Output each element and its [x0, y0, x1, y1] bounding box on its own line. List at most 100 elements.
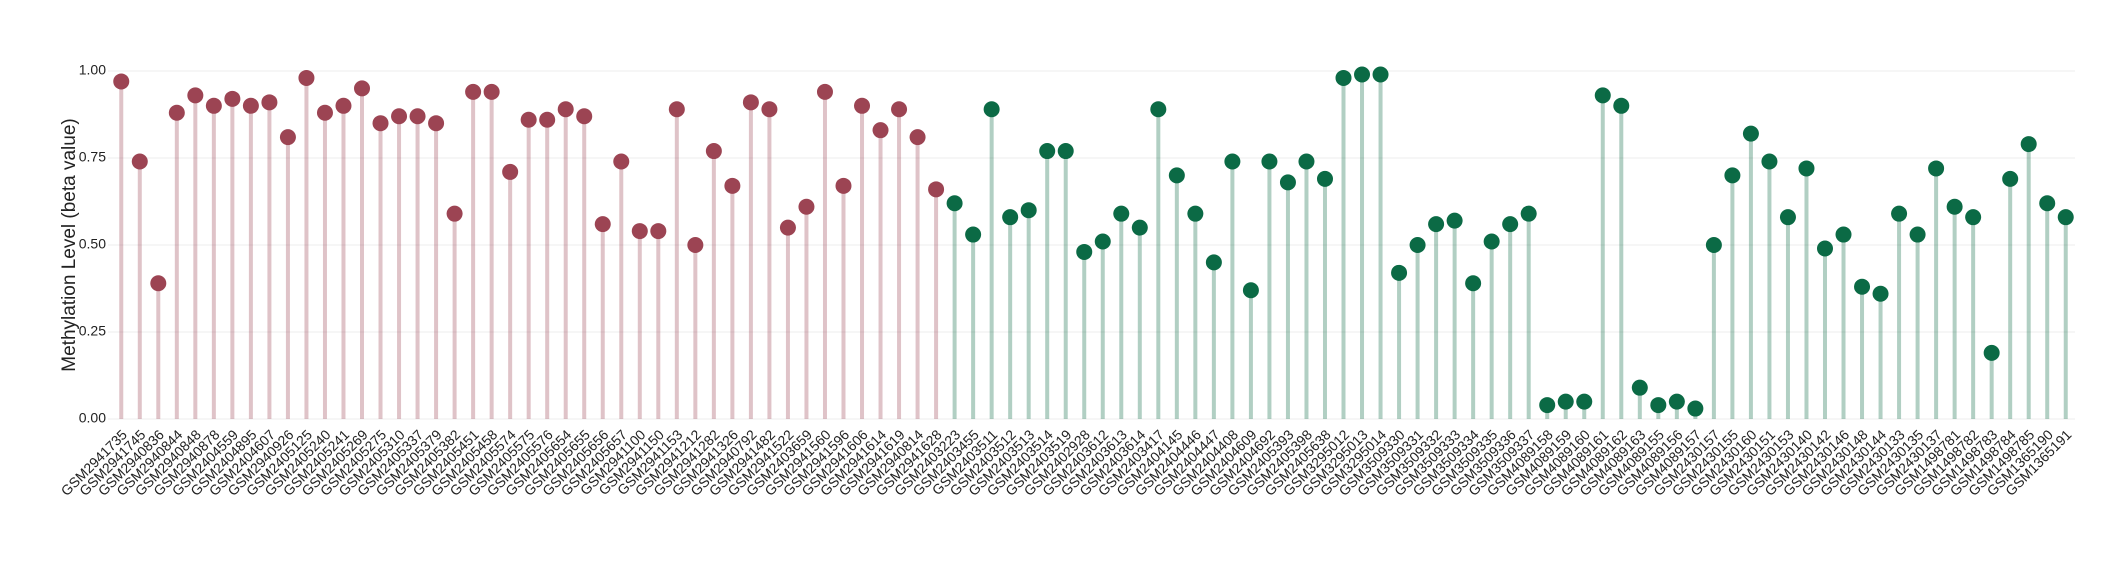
dot: [835, 177, 852, 194]
dot: [650, 223, 667, 240]
dot: [150, 275, 167, 292]
dot: [168, 104, 185, 121]
dot: [1779, 209, 1796, 226]
dot: [1668, 393, 1685, 410]
dot: [1094, 233, 1111, 250]
dot: [539, 111, 556, 128]
dot: [1205, 254, 1222, 271]
dot: [1224, 153, 1241, 170]
dot: [594, 216, 611, 233]
dot: [1409, 237, 1426, 253]
dot: [1428, 216, 1445, 233]
dot: [2020, 136, 2037, 153]
dot: [1187, 205, 1204, 222]
dot: [335, 97, 352, 114]
dot: [1298, 153, 1315, 170]
dot: [1798, 160, 1815, 177]
dot: [1242, 282, 1259, 299]
dot: [1113, 205, 1130, 222]
dot: [1928, 160, 1945, 177]
dot: [1483, 233, 1500, 250]
dot: [1983, 344, 2000, 361]
dot: [113, 73, 130, 90]
dot: [1316, 170, 1333, 187]
dot: [1039, 143, 1056, 160]
dot: [724, 177, 741, 194]
dot: [520, 111, 537, 128]
dot: [483, 83, 500, 100]
dot: [705, 143, 722, 160]
dot: [1742, 125, 1759, 142]
dot: [1391, 264, 1408, 281]
y-tick-label: 1.00: [79, 62, 106, 78]
dot: [798, 198, 815, 215]
dot: [854, 97, 871, 114]
dot: [242, 97, 259, 114]
dot: [1335, 69, 1352, 86]
dot: [261, 94, 278, 111]
dot: [372, 115, 389, 132]
dot: [928, 181, 945, 198]
dot: [965, 226, 982, 243]
dot: [1650, 397, 1667, 414]
dot: [983, 101, 1000, 118]
dot: [1946, 198, 1963, 215]
dot: [1465, 275, 1482, 292]
dot: [1520, 205, 1537, 222]
dot: [391, 108, 408, 125]
dot: [409, 108, 426, 125]
dot: [1354, 66, 1371, 83]
dot: [872, 122, 889, 139]
dot: [2039, 195, 2056, 212]
dot: [1631, 379, 1648, 396]
dot: [576, 108, 593, 125]
y-axis-label: Methylation Level (beta value): [59, 118, 80, 371]
dot: [224, 90, 241, 107]
dot: [779, 219, 796, 236]
y-tick-label: 0.75: [79, 149, 106, 165]
dot: [1872, 285, 1889, 302]
dot: [354, 80, 371, 97]
y-tick-label: 0.00: [79, 410, 106, 426]
dot: [891, 101, 908, 118]
dot: [1705, 237, 1722, 253]
dot: [557, 101, 574, 118]
dot: [465, 83, 482, 100]
dot: [1002, 209, 1019, 226]
dot: [1168, 167, 1185, 184]
dot: [1613, 97, 1630, 114]
dot: [1261, 153, 1278, 170]
dot: [279, 129, 296, 146]
dot: [446, 205, 463, 222]
dot: [1020, 202, 1037, 219]
dot: [1724, 167, 1741, 184]
dot: [1909, 226, 1926, 243]
dot: [1057, 143, 1074, 160]
dot: [761, 101, 778, 118]
dot: [1687, 400, 1704, 417]
dot: [687, 237, 704, 253]
dot: [1594, 87, 1611, 104]
dot: [2002, 170, 2019, 187]
dot: [1076, 243, 1093, 260]
dot: [1539, 397, 1556, 414]
y-tick-label: 0.25: [79, 323, 106, 339]
dot: [909, 129, 926, 146]
dot: [1150, 101, 1167, 118]
dot: [1835, 226, 1852, 243]
dot: [1131, 219, 1148, 236]
dot: [298, 69, 315, 86]
dot: [205, 97, 222, 114]
dot: [668, 101, 685, 118]
dot: [1761, 153, 1778, 170]
dot: [631, 223, 648, 240]
dot: [316, 104, 333, 121]
dot: [187, 87, 204, 104]
y-tick-label: 0.50: [79, 236, 106, 252]
dot: [742, 94, 759, 111]
dot: [1965, 209, 1982, 226]
dot: [1557, 393, 1574, 410]
dot: [1279, 174, 1296, 191]
dot: [1891, 205, 1908, 222]
